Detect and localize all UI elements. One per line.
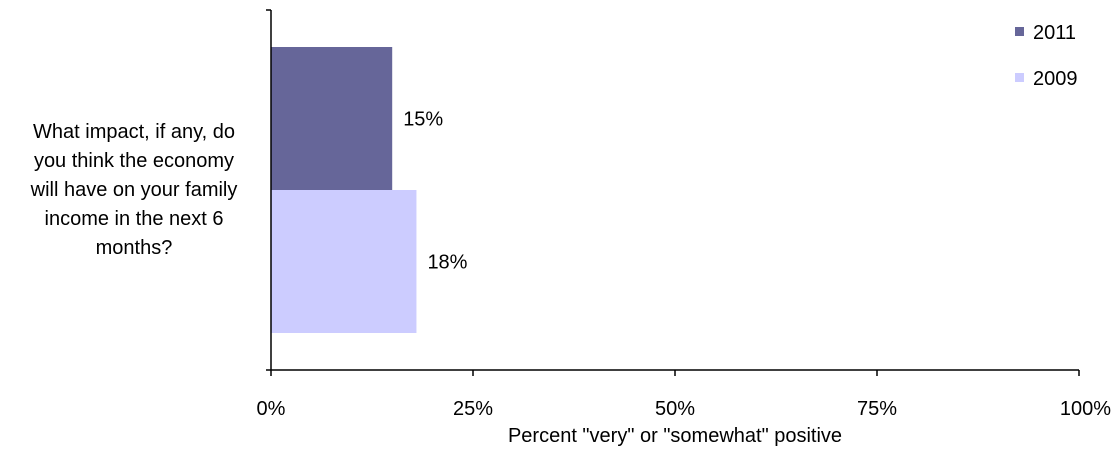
category-label: What impact, if any, do you think the eco… <box>0 118 268 263</box>
category-label-line: will have on your family <box>30 179 238 201</box>
legend-swatch-2011 <box>1015 27 1024 36</box>
category-label-line: What impact, if any, do <box>33 121 235 143</box>
data-label-2011: 15% <box>403 109 443 131</box>
x-tick-label: 25% <box>453 398 493 420</box>
category-label-line: months? <box>95 237 173 259</box>
category-label-line: you think the economy <box>33 150 235 172</box>
data-label-2009: 18% <box>427 252 467 274</box>
x-tick-label: 0% <box>257 398 286 420</box>
category-label-line: income in the next 6 <box>44 208 224 230</box>
legend-label-2009: 2009 <box>1033 68 1078 90</box>
legend-label-2011: 2011 <box>1033 22 1076 44</box>
x-axis-title: Percent "very" or "somewhat" positive <box>507 425 843 447</box>
x-tick-label: 50% <box>655 398 695 420</box>
x-tick-label: 100% <box>1060 398 1111 420</box>
x-tick-label: 75% <box>857 398 897 420</box>
bar-2011 <box>271 47 393 190</box>
legend-swatch-2009 <box>1015 73 1024 82</box>
bar-2009 <box>271 190 417 333</box>
